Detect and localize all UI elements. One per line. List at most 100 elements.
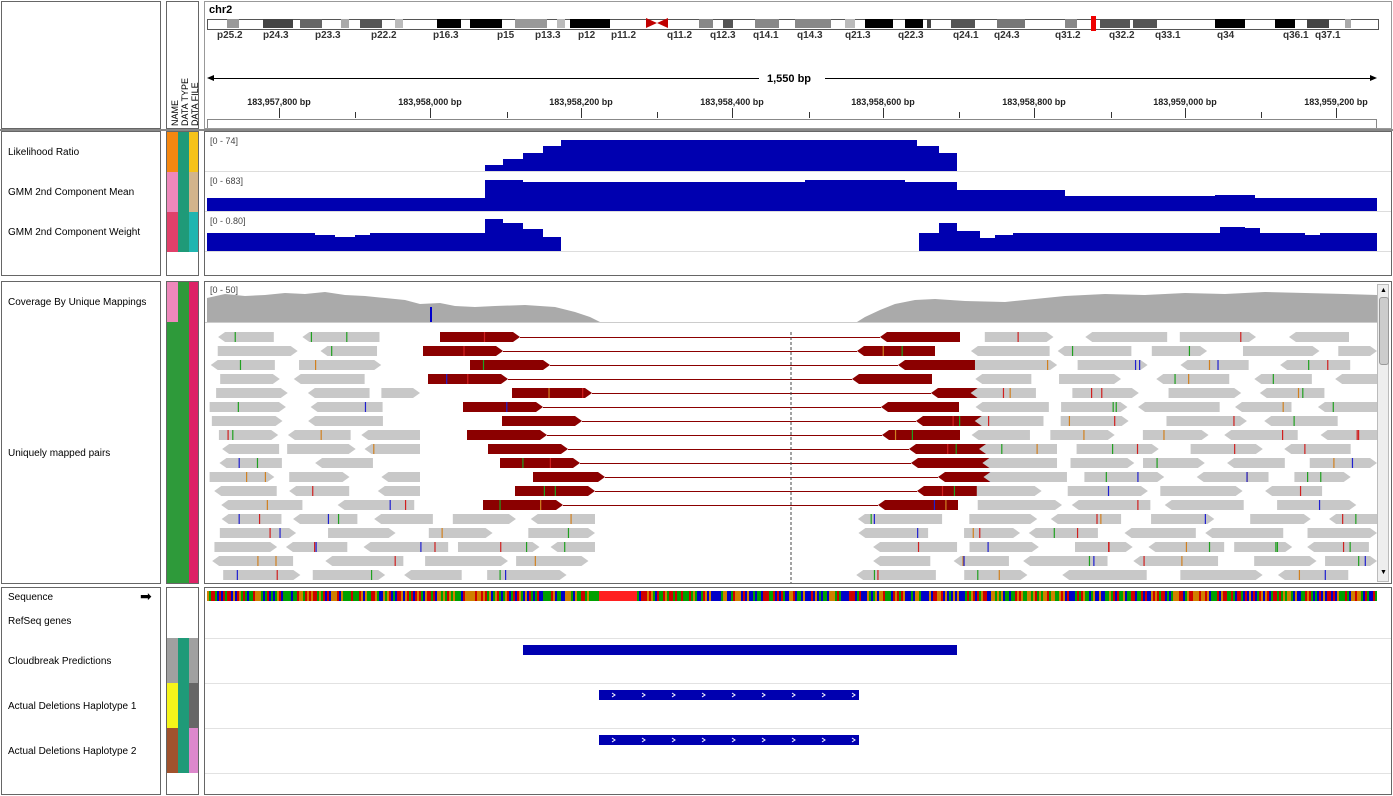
track-name-actual-deletions-hap1[interactable]: Actual Deletions Haplotype 1: [8, 701, 137, 712]
read[interactable]: [1180, 570, 1263, 580]
read[interactable]: [873, 542, 958, 552]
read[interactable]: [1265, 486, 1323, 496]
read[interactable]: [219, 458, 282, 468]
read[interactable]: [881, 402, 959, 412]
read[interactable]: [873, 556, 931, 566]
read[interactable]: [533, 472, 605, 482]
track-name-gmm-mean[interactable]: GMM 2nd Component Mean: [8, 187, 135, 198]
read[interactable]: [222, 444, 280, 454]
read[interactable]: [337, 500, 415, 510]
read[interactable]: [1062, 570, 1147, 580]
read[interactable]: [857, 514, 943, 524]
read[interactable]: [1059, 374, 1122, 384]
gmm-weight-bars[interactable]: [207, 219, 1377, 251]
sequence-bases[interactable]: [207, 591, 1377, 601]
header-divider[interactable]: [0, 129, 1393, 131]
read[interactable]: [302, 332, 380, 342]
read[interactable]: [325, 556, 404, 566]
attr-header-name[interactable]: NAME: [170, 99, 180, 126]
read[interactable]: [1309, 458, 1377, 468]
read[interactable]: [1084, 472, 1165, 482]
read[interactable]: [964, 528, 1021, 538]
read[interactable]: [214, 486, 277, 496]
read[interactable]: [882, 430, 960, 440]
alignment-scrollbar[interactable]: ▲ ▼: [1377, 284, 1389, 582]
read[interactable]: [221, 514, 282, 524]
read[interactable]: [1151, 346, 1208, 356]
read[interactable]: [1156, 374, 1230, 384]
read[interactable]: [1151, 514, 1215, 524]
read[interactable]: [516, 556, 589, 566]
read[interactable]: [1307, 528, 1377, 538]
read[interactable]: [363, 542, 449, 552]
read[interactable]: [550, 542, 595, 552]
read[interactable]: [1085, 332, 1168, 342]
read[interactable]: [858, 528, 929, 538]
read[interactable]: [964, 570, 1028, 580]
read[interactable]: [1076, 444, 1159, 454]
read[interactable]: [984, 332, 1054, 342]
read[interactable]: [970, 346, 1050, 356]
read[interactable]: [308, 416, 383, 426]
read[interactable]: [974, 360, 1058, 370]
read[interactable]: [211, 416, 283, 426]
read[interactable]: [528, 528, 595, 538]
read[interactable]: [457, 542, 540, 552]
read[interactable]: [969, 542, 1039, 552]
read[interactable]: [1234, 542, 1293, 552]
read[interactable]: [377, 486, 420, 496]
read[interactable]: [880, 332, 960, 342]
read[interactable]: [220, 374, 280, 384]
track-name-uniquely-mapped-pairs[interactable]: Uniquely mapped pairs: [8, 448, 111, 459]
read[interactable]: [210, 360, 275, 370]
read[interactable]: [1124, 528, 1196, 538]
read[interactable]: [452, 514, 516, 524]
read[interactable]: [977, 500, 1063, 510]
read[interactable]: [374, 514, 433, 524]
sequence-strand-arrow[interactable]: ➡: [140, 588, 152, 604]
read[interactable]: [470, 360, 550, 370]
read[interactable]: [293, 374, 365, 384]
read[interactable]: [1133, 556, 1219, 566]
read[interactable]: [218, 332, 274, 342]
read[interactable]: [898, 360, 976, 370]
read[interactable]: [953, 556, 1009, 566]
read[interactable]: [1205, 528, 1284, 538]
read[interactable]: [328, 528, 396, 538]
read[interactable]: [1067, 486, 1148, 496]
read[interactable]: [969, 514, 1038, 524]
read[interactable]: [364, 444, 420, 454]
read[interactable]: [852, 374, 932, 384]
read[interactable]: [404, 570, 462, 580]
track-name-coverage[interactable]: Coverage By Unique Mappings: [8, 297, 147, 308]
read[interactable]: [1264, 416, 1338, 426]
read[interactable]: [1168, 388, 1242, 398]
read[interactable]: [1294, 472, 1351, 482]
read[interactable]: [299, 360, 382, 370]
read[interactable]: [312, 570, 386, 580]
read[interactable]: [212, 556, 294, 566]
track-name-refseq-genes[interactable]: RefSeq genes: [8, 616, 72, 627]
read[interactable]: [381, 388, 420, 398]
read[interactable]: [1142, 430, 1209, 440]
read[interactable]: [218, 430, 279, 440]
read[interactable]: [1284, 444, 1351, 454]
read[interactable]: [974, 416, 1044, 426]
read[interactable]: [1071, 500, 1151, 510]
read[interactable]: [289, 472, 350, 482]
attr-header-data-type[interactable]: DATA TYPE: [180, 77, 190, 126]
ideogram[interactable]: [205, 2, 1391, 42]
read[interactable]: [1077, 360, 1148, 370]
read[interactable]: [911, 458, 991, 468]
read[interactable]: [287, 444, 356, 454]
scroll-up-arrow[interactable]: ▲: [1380, 287, 1387, 294]
coverage-histogram[interactable]: [207, 292, 1377, 322]
read[interactable]: [1138, 402, 1220, 412]
read[interactable]: [1224, 430, 1298, 440]
read[interactable]: [219, 528, 297, 538]
read[interactable]: [293, 514, 358, 524]
read[interactable]: [488, 444, 568, 454]
read[interactable]: [217, 346, 298, 356]
read[interactable]: [1307, 542, 1369, 552]
read[interactable]: [1325, 556, 1377, 566]
